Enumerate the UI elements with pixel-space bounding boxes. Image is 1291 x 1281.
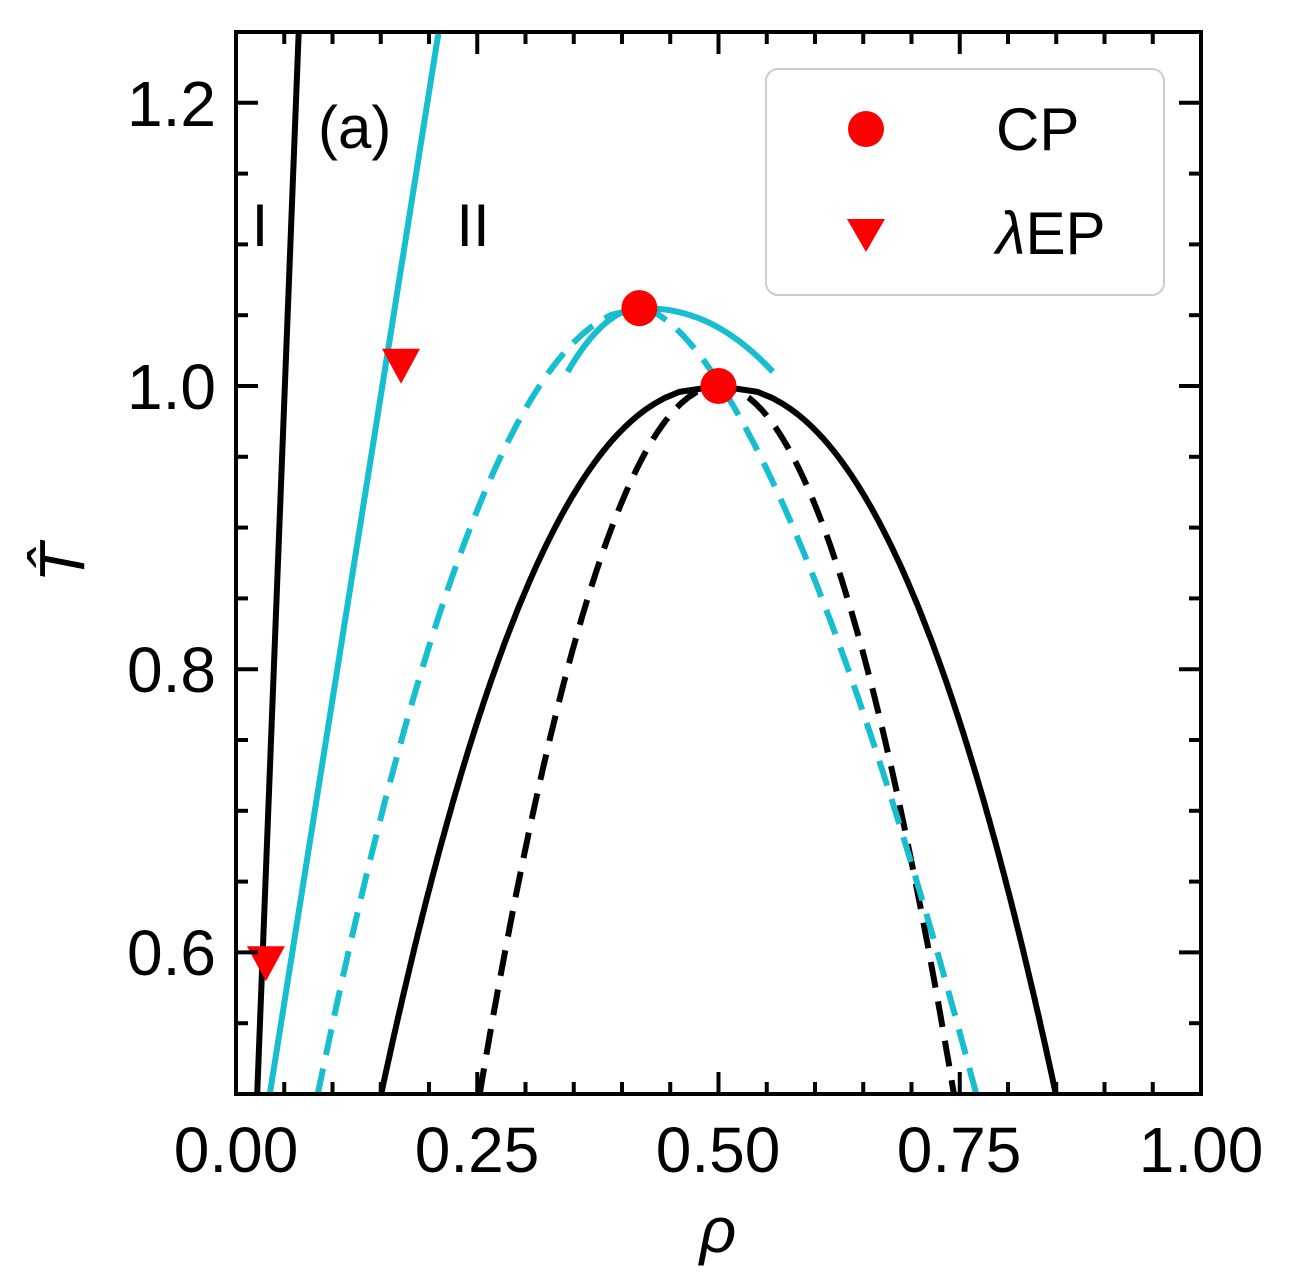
y-tick-label: 0.6 [127,917,216,989]
lambda-endpoint-marker [382,348,421,384]
x-tick-label: 0.25 [415,1114,540,1186]
y-tick-label: 1.0 [127,351,216,423]
legend-ep-label: λEP [993,200,1106,267]
tick-layer [234,30,1203,1096]
y-tick-labels: 0.6 0.8 1.0 1.2 [127,68,216,989]
x-tick-label: 0.75 [897,1114,1022,1186]
legend-ep-marker [847,219,885,252]
series-binodal-cyan [564,305,776,375]
x-tick-label: 0.50 [656,1114,781,1186]
legend: CP λEP [765,68,1165,296]
legend-ep-text: EP [1026,200,1106,267]
y-tick-label: 0.8 [127,634,216,706]
series-lambda-line-I [254,32,302,1094]
y-axis-label: T̂ [26,540,98,583]
x-tick-label: 1.00 [1139,1114,1264,1186]
lambda-endpoint-marker [246,946,285,982]
region-label-I: I [252,192,269,259]
legend-cp-marker [848,111,884,147]
panel-label: (a) [318,94,391,161]
region-label-II: II [456,192,489,259]
legend-cp-label: CP [996,96,1079,163]
series-spinodal-black [476,383,957,1094]
x-axis-label: ρ [698,1194,737,1266]
marker-layer [246,290,737,982]
x-tick-label: 0.00 [174,1114,299,1186]
critical-point-marker [700,368,737,404]
x-tick-labels: 0.00 0.25 0.50 0.75 1.00 [174,1114,1264,1186]
legend-ep-lambda: λ [993,200,1026,267]
series-lambda-line-II [266,32,442,1094]
y-tick-label: 1.2 [127,68,216,140]
critical-point-marker [621,290,658,327]
